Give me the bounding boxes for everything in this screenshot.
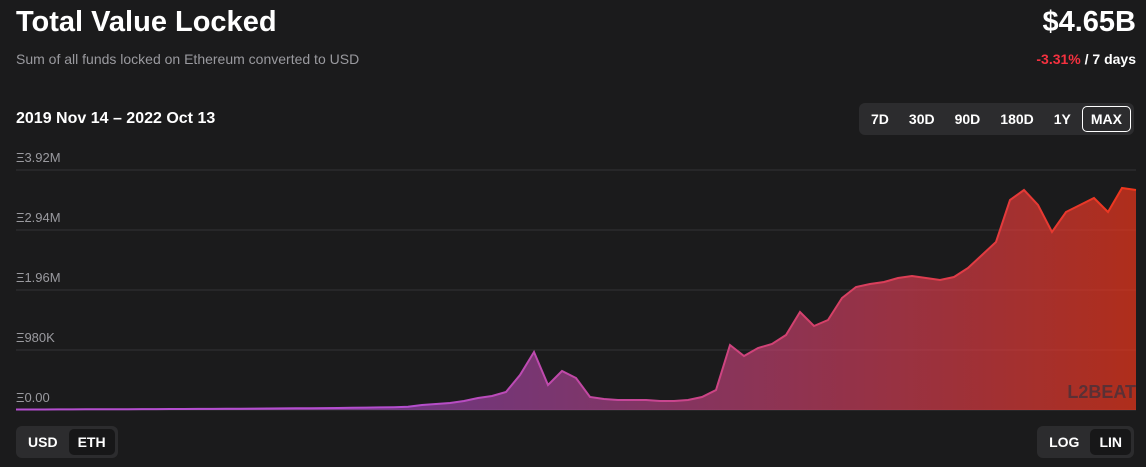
currency-buttons: USD ETH bbox=[16, 426, 118, 458]
range-buttons: 7D 30D 90D 180D 1Y MAX bbox=[859, 103, 1134, 135]
toggle-button[interactable]: USD bbox=[28, 434, 58, 450]
toggle-button[interactable]: 1Y bbox=[1053, 111, 1071, 127]
y-tick-label: Ξ1.96M bbox=[16, 270, 61, 285]
toggle-button[interactable]: MAX bbox=[1081, 106, 1131, 132]
toggle-button[interactable]: ETH bbox=[68, 429, 115, 455]
y-tick-label: Ξ2.94M bbox=[16, 210, 61, 225]
toggle-button[interactable]: 90D bbox=[954, 111, 981, 127]
title: Total Value Locked bbox=[16, 6, 277, 38]
y-tick-label: Ξ0.00 bbox=[16, 390, 50, 405]
change: -3.31% bbox=[1036, 51, 1081, 67]
y-tick-label: Ξ3.92M bbox=[16, 150, 61, 165]
total-value: $4.65B bbox=[1042, 6, 1136, 38]
toggle-button[interactable]: 7D bbox=[871, 111, 889, 127]
change-period: / 7 days bbox=[1084, 51, 1136, 67]
line bbox=[16, 186, 1137, 411]
toggle-button[interactable]: LIN bbox=[1090, 429, 1131, 455]
y-tick-label: Ξ980K bbox=[16, 330, 55, 345]
subtitle: Sum of all funds locked on Ethereum conv… bbox=[16, 51, 360, 67]
scale-buttons: LOG LIN bbox=[1037, 426, 1134, 458]
toggle-button[interactable]: LOG bbox=[1049, 434, 1080, 450]
date-range: 2019 Nov 14 – 2022 Oct 13 bbox=[16, 110, 216, 127]
watermark: L2BEAT bbox=[1067, 382, 1136, 402]
toggle-button[interactable]: 180D bbox=[1000, 111, 1034, 127]
toggle-button[interactable]: 30D bbox=[908, 111, 935, 127]
area bbox=[16, 188, 1136, 410]
change-line: -3.31% / 7 days bbox=[1036, 51, 1136, 67]
